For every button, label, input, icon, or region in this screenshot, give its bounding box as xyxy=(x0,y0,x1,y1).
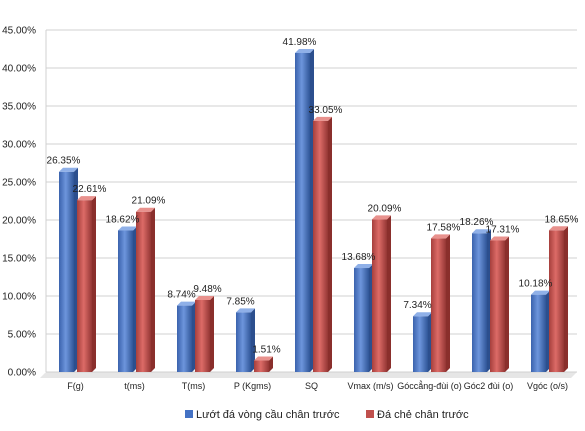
legend-swatch-series-2 xyxy=(366,410,374,418)
y-tick-label: 15.00% xyxy=(2,254,36,265)
legend-label-series-2: Đá chẻ chân trước xyxy=(377,409,469,421)
bar-series-1 xyxy=(118,230,133,372)
bar-series-2 xyxy=(431,238,446,372)
data-label: 17.58% xyxy=(427,222,461,233)
data-label: 41.98% xyxy=(283,37,317,48)
x-tick-label: Vmax (m/s) xyxy=(348,381,394,391)
bar-top xyxy=(236,308,255,313)
bar-series-1 xyxy=(177,305,192,372)
bar-top xyxy=(59,167,78,172)
data-label: 18.62% xyxy=(106,214,140,225)
data-label: 22.61% xyxy=(73,184,107,195)
bar-series-1 xyxy=(531,294,546,372)
bar-top xyxy=(490,236,509,241)
bar-top xyxy=(372,215,391,220)
bar-series-2 xyxy=(136,211,151,372)
y-tick-label: 10.00% xyxy=(2,292,36,303)
x-tick-label: F(g) xyxy=(67,381,84,391)
bar-side xyxy=(210,295,214,372)
bar-side xyxy=(446,234,450,372)
bar-top xyxy=(413,312,432,317)
bar-series-2 xyxy=(549,230,564,372)
bar-top xyxy=(118,226,137,231)
bar-side xyxy=(151,207,155,372)
y-tick-label: 20.00% xyxy=(2,216,36,227)
x-tick-label: t(ms) xyxy=(124,381,145,391)
bar-series-1 xyxy=(472,233,487,372)
bar-top xyxy=(549,226,568,231)
data-label: 8.74% xyxy=(167,290,195,301)
data-label: 7.34% xyxy=(403,300,431,311)
y-tick-label: 5.00% xyxy=(8,330,36,341)
y-tick-label: 40.00% xyxy=(2,64,36,75)
data-label: 26.35% xyxy=(47,156,81,167)
y-tick-label: 35.00% xyxy=(2,102,36,113)
chart-floor xyxy=(40,372,577,378)
data-label: 20.09% xyxy=(368,203,402,214)
legend-swatch-series-1 xyxy=(185,410,193,418)
bar-side xyxy=(387,215,391,372)
x-tick-label: Góc2 đùi (o) xyxy=(464,381,514,391)
data-label: 33.05% xyxy=(309,105,343,116)
bar-top xyxy=(177,301,196,306)
data-label: 10.18% xyxy=(519,279,553,290)
bar-series-1 xyxy=(413,316,428,372)
bar-side xyxy=(251,308,255,372)
x-tick-label: T(ms) xyxy=(182,381,206,391)
bar-top xyxy=(195,295,214,300)
y-tick-label: 45.00% xyxy=(2,26,36,37)
bar-side xyxy=(92,196,96,372)
bar-series-2 xyxy=(254,360,269,372)
legend: Lướt đá vòng cầu chân trước Đá chẻ chân … xyxy=(185,409,469,421)
bar-side xyxy=(328,116,332,372)
bar-top xyxy=(354,264,373,269)
bar-series-1 xyxy=(354,268,369,372)
data-label: 18.65% xyxy=(545,214,579,225)
data-label: 21.09% xyxy=(132,196,166,207)
bar-side xyxy=(269,356,273,372)
data-label: 13.68% xyxy=(342,252,376,263)
bar-top xyxy=(531,290,550,295)
bar-series-2 xyxy=(195,299,210,372)
x-tick-label: P (Kgms) xyxy=(234,381,271,391)
y-tick-label: 0.00% xyxy=(8,368,36,379)
bar-top xyxy=(431,234,450,239)
bar-side xyxy=(505,236,509,372)
y-tick-label: 30.00% xyxy=(2,140,36,151)
bar-series-2 xyxy=(77,200,92,372)
bar-series-1 xyxy=(236,312,251,372)
data-label: 7.85% xyxy=(226,296,254,307)
bar-series-1 xyxy=(59,171,74,372)
bar-series-2 xyxy=(372,219,387,372)
data-label: 17.31% xyxy=(486,224,520,235)
bar-top xyxy=(472,229,491,234)
bar-series-1 xyxy=(295,52,310,373)
bar-series-2 xyxy=(490,240,505,372)
bar-top xyxy=(295,48,314,53)
bar-top xyxy=(313,116,332,121)
x-tick-label: Vgóc (o/s) xyxy=(527,381,568,391)
x-tick-label: Góccẳng-đùi (o) xyxy=(397,380,462,391)
y-tick-label: 25.00% xyxy=(2,178,36,189)
bar-series-2 xyxy=(313,120,328,372)
legend-label-series-1: Lướt đá vòng cầu chân trước xyxy=(196,409,340,421)
bar-top xyxy=(77,196,96,201)
data-label: 9.48% xyxy=(193,284,221,295)
bar-side xyxy=(564,226,568,372)
data-label: 1.51% xyxy=(252,345,280,356)
plot-labels: F(g) 26.35% 22.61% t(ms) 18.62% 21.09% T(ms) 8.… xyxy=(47,37,579,391)
plot-bars xyxy=(59,48,568,373)
bar-top xyxy=(136,207,155,212)
data-label: 18.26% xyxy=(460,217,494,228)
bar-top xyxy=(254,356,273,361)
x-tick-label: SQ xyxy=(305,381,318,391)
